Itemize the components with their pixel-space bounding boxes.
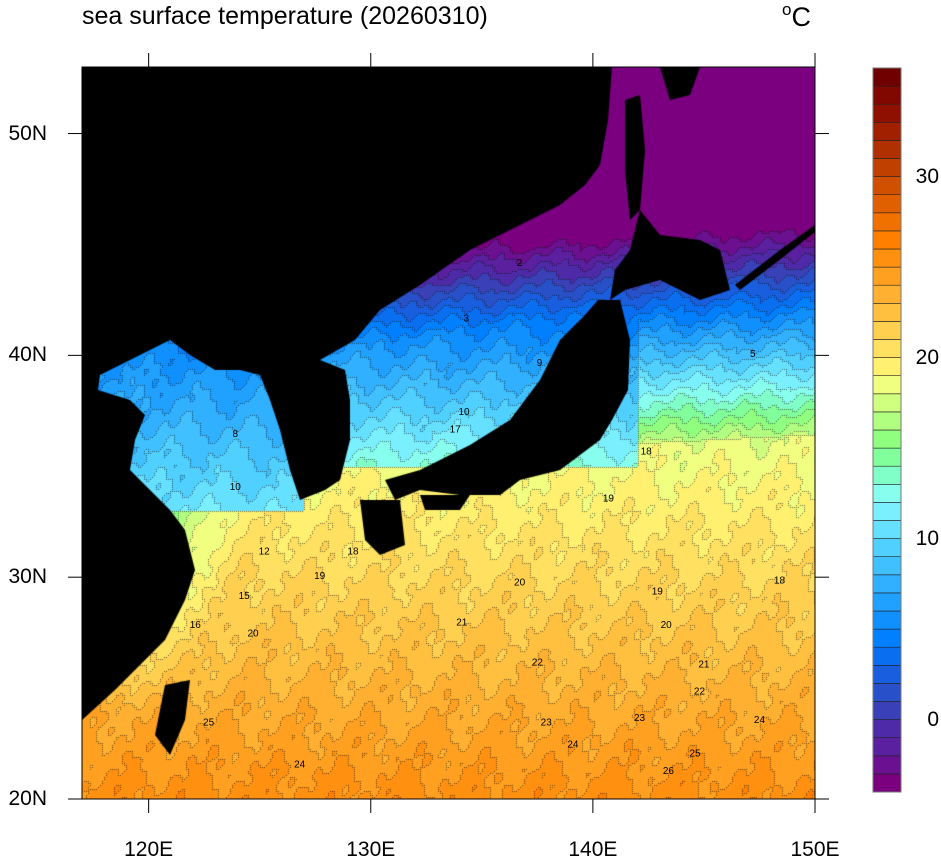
- colorbar-box: [872, 773, 902, 793]
- lat-tick-label: 20N: [8, 787, 47, 810]
- colorbar-box: [872, 556, 902, 576]
- colorbar-box: [872, 628, 902, 648]
- contour-label: 10: [230, 482, 242, 493]
- contour-label: 17: [450, 425, 462, 436]
- colorbar-box: [872, 646, 902, 666]
- colorbar-box: [872, 339, 902, 358]
- colorbar-box: [872, 592, 902, 612]
- colorbar-box: [872, 502, 902, 521]
- contour-label: 20: [247, 629, 259, 640]
- contour-label: 18: [641, 447, 653, 458]
- contour-label: 22: [532, 657, 544, 668]
- colorbar-box: [872, 158, 902, 177]
- lat-tick-label: 50N: [8, 121, 47, 145]
- contour-label: 19: [652, 586, 664, 597]
- colorbar-box: [872, 375, 902, 395]
- contour-label: 23: [541, 717, 553, 728]
- colorbar-box: [872, 701, 902, 720]
- contour-label: 5: [750, 349, 756, 360]
- colorbar-box: [872, 447, 902, 467]
- lat-tick-label: 30N: [8, 565, 47, 589]
- contour-label: 2: [517, 258, 523, 269]
- lon-tick-label: 120E: [124, 838, 174, 861]
- contour-label: 18: [774, 575, 786, 586]
- colorbar-box: [872, 122, 902, 141]
- colorbar-tick-label: 20: [915, 345, 939, 369]
- unit-label: oC: [782, 0, 811, 32]
- colorbar-box: [872, 610, 902, 630]
- colorbar-box: [872, 284, 902, 304]
- colorbar-box: [872, 212, 902, 232]
- colorbar-box: [872, 393, 902, 413]
- colorbar-box: [872, 67, 902, 87]
- colorbar-box: [872, 194, 902, 214]
- contour-label: 25: [203, 717, 215, 728]
- colorbar-border: [872, 67, 902, 793]
- colorbar-box: [872, 664, 902, 684]
- colorbar-box: [872, 357, 902, 377]
- colorbar-box: [872, 411, 902, 431]
- colorbar-box: [872, 302, 902, 322]
- colorbar-tick-label: 30: [915, 164, 939, 188]
- lon-tick-label: 130E: [346, 838, 396, 861]
- colorbar-box: [872, 520, 902, 539]
- contour-label: 18: [347, 547, 359, 558]
- contour-label: 19: [314, 571, 326, 582]
- lat-tick-label: 40N: [8, 343, 47, 367]
- contour-label: 24: [294, 760, 306, 771]
- contour-label: 24: [754, 715, 766, 726]
- lon-tick-label: 150E: [790, 838, 840, 861]
- sst-map: [82, 67, 815, 799]
- colorbar-box: [872, 248, 902, 268]
- colorbar-box: [872, 85, 902, 105]
- colorbar-tick-label: 10: [915, 526, 939, 550]
- contour-label: 16: [190, 620, 202, 631]
- contour-label: 3: [463, 314, 469, 325]
- colorbar-box: [872, 429, 902, 449]
- contour-label: 21: [698, 660, 710, 671]
- lon-tick-label: 140E: [568, 838, 618, 861]
- colorbar-box: [872, 321, 902, 340]
- contour-label: 10: [458, 407, 470, 418]
- contour-label: 26: [663, 766, 675, 777]
- contour-label: 12: [259, 547, 271, 558]
- contour-label: 23: [634, 713, 646, 724]
- colorbar-box: [872, 140, 902, 159]
- colorbar-box: [872, 176, 902, 196]
- contour-label: 20: [514, 578, 526, 589]
- colorbar-tick-label: 0: [927, 707, 939, 731]
- colorbar-box: [872, 574, 902, 594]
- colorbar-box: [872, 683, 902, 702]
- colorbar-box: [872, 465, 902, 485]
- colorbar-box: [872, 230, 902, 250]
- colorbar-box: [872, 755, 902, 775]
- contour-label: 21: [456, 618, 468, 629]
- contour-label: 20: [661, 620, 673, 631]
- contour-label: 25: [689, 748, 701, 759]
- colorbar-box: [872, 103, 902, 123]
- contour-label: 19: [603, 493, 615, 504]
- colorbar-box: [872, 737, 902, 757]
- colorbar-box: [872, 483, 902, 503]
- colorbar-box: [872, 538, 902, 557]
- contour-label: 22: [694, 686, 706, 697]
- contour-label: 15: [239, 591, 251, 602]
- contour-label: 9: [537, 358, 543, 369]
- colorbar-box: [872, 266, 902, 286]
- map-border: [81, 66, 816, 800]
- contour-label: 8: [232, 429, 238, 440]
- map-title: sea surface temperature (20260310): [82, 2, 488, 30]
- colorbar-box: [872, 719, 902, 738]
- contour-label: 24: [567, 740, 579, 751]
